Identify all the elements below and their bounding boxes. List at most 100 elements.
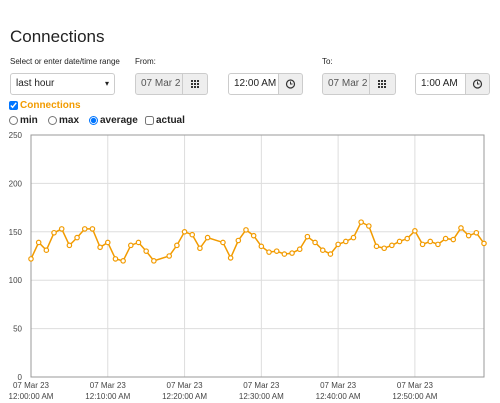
data-point xyxy=(104,239,111,246)
data-point xyxy=(281,251,288,257)
data-point xyxy=(350,234,357,241)
data-point xyxy=(412,228,418,234)
max-option[interactable]: max xyxy=(48,115,79,126)
to-date: 07 Mar 2 xyxy=(328,78,368,89)
data-point xyxy=(243,227,249,233)
data-point xyxy=(358,219,364,225)
min-radio[interactable] xyxy=(9,116,18,125)
range-label: Select or enter date/time range xyxy=(10,57,120,66)
to-label: To: xyxy=(322,57,333,66)
data-point xyxy=(327,251,334,257)
data-point xyxy=(273,248,280,254)
series-line xyxy=(30,221,485,262)
data-point xyxy=(289,250,295,256)
clock-icon xyxy=(285,79,296,89)
y-tick-label: 100 xyxy=(9,276,23,285)
data-point xyxy=(427,238,434,245)
data-point xyxy=(74,234,80,241)
x-tick-label: 07 Mar 23 12:00:00 AM xyxy=(8,381,54,401)
data-point xyxy=(473,229,480,236)
data-point xyxy=(174,242,180,249)
from-label: From: xyxy=(135,57,156,66)
data-point xyxy=(450,236,457,243)
data-point xyxy=(235,237,242,244)
to-time-input[interactable]: 1:00 AM xyxy=(415,73,466,95)
to-calendar-button[interactable] xyxy=(369,73,396,95)
range-select[interactable]: last hour ▾ xyxy=(10,73,115,95)
y-tick-label: 150 xyxy=(9,228,23,237)
data-point xyxy=(296,246,303,253)
legend-label: Connections xyxy=(20,100,81,111)
calendar-icon xyxy=(191,80,199,88)
y-tick-label: 250 xyxy=(9,131,23,140)
data-point xyxy=(112,256,119,262)
data-point xyxy=(319,247,326,253)
data-point xyxy=(28,256,34,262)
dropdown-arrow: ▾ xyxy=(104,79,109,88)
data-point xyxy=(204,234,211,241)
series-checkbox[interactable] xyxy=(9,101,18,110)
data-point xyxy=(465,232,472,239)
series-toggle[interactable]: Connections xyxy=(9,100,81,111)
data-point xyxy=(220,239,226,246)
calendar-icon xyxy=(378,80,386,88)
to-clock-button[interactable] xyxy=(465,73,490,95)
data-point xyxy=(396,238,403,245)
min-option[interactable]: min xyxy=(9,115,38,126)
actual-label: actual xyxy=(156,115,185,126)
data-point xyxy=(266,249,272,255)
data-point xyxy=(373,243,380,250)
from-calendar-button[interactable] xyxy=(182,73,208,95)
data-point xyxy=(227,255,234,261)
y-tick-label: 50 xyxy=(13,325,22,334)
data-point xyxy=(389,242,395,249)
from-clock-button[interactable] xyxy=(278,73,303,95)
x-tick-label: 07 Mar 23 12:30:00 AM xyxy=(238,381,284,401)
data-point xyxy=(197,245,203,252)
max-radio[interactable] xyxy=(48,116,57,125)
data-point xyxy=(51,229,57,236)
to-time: 1:00 AM xyxy=(421,78,458,89)
actual-checkbox[interactable] xyxy=(145,116,154,125)
average-radio[interactable] xyxy=(89,116,98,125)
average-label: average xyxy=(100,115,138,126)
y-tick-label: 0 xyxy=(18,373,23,382)
max-label: max xyxy=(59,115,80,126)
data-point xyxy=(143,248,149,254)
data-point xyxy=(404,235,411,242)
x-tick-label: 07 Mar 23 12:20:00 AM xyxy=(162,381,208,401)
data-point xyxy=(189,231,196,238)
data-point xyxy=(335,241,341,248)
data-point xyxy=(304,233,311,240)
data-point xyxy=(481,240,487,247)
data-point xyxy=(35,239,42,246)
from-date: 07 Mar 2 xyxy=(141,78,181,89)
data-point xyxy=(120,258,126,264)
range-value: last hour xyxy=(16,78,55,89)
data-point xyxy=(43,247,50,253)
data-point xyxy=(366,223,372,229)
y-tick-label: 200 xyxy=(9,179,23,188)
data-point xyxy=(135,239,142,246)
from-time: 12:00 AM xyxy=(234,78,277,89)
x-tick-label: 07 Mar 23 12:10:00 AM xyxy=(85,381,131,401)
average-option[interactable]: average xyxy=(89,115,138,126)
data-point xyxy=(458,225,464,231)
data-point xyxy=(250,232,257,239)
data-point xyxy=(66,242,73,249)
actual-option[interactable]: actual xyxy=(145,115,185,126)
data-point xyxy=(381,245,387,252)
data-point xyxy=(258,243,265,250)
min-label: min xyxy=(20,115,38,126)
data-point xyxy=(81,226,88,232)
data-point xyxy=(58,226,65,232)
x-tick-label: 07 Mar 23 12:40:00 AM xyxy=(315,381,361,401)
data-point xyxy=(342,238,349,245)
data-point xyxy=(166,253,173,259)
data-point xyxy=(442,235,449,242)
page-title: Connections xyxy=(10,27,105,46)
data-point xyxy=(89,226,96,232)
data-point xyxy=(97,244,103,251)
